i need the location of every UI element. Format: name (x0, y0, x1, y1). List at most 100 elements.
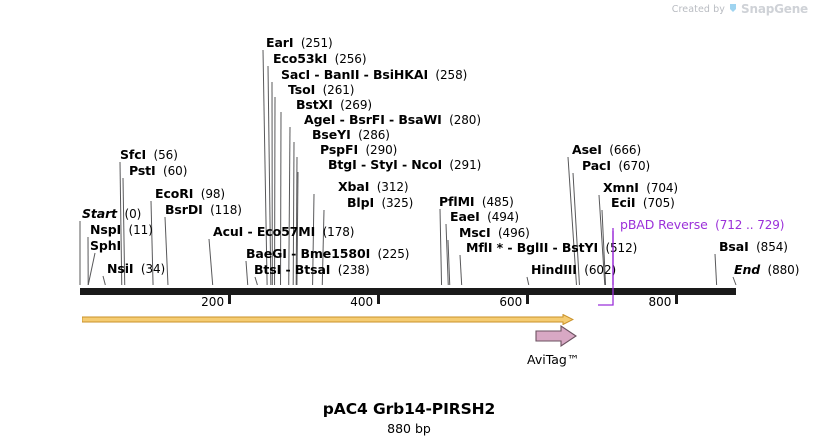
site-name: BstYI (561, 240, 599, 255)
site-name: AgeI (304, 112, 336, 127)
restriction-site-label[interactable]: PstI (60) (129, 164, 187, 178)
restriction-site-label[interactable]: BtgI - StyI - NcoI (291) (328, 158, 481, 172)
restriction-site-label[interactable]: BsrDI (118) (165, 203, 242, 217)
map-title-block: pAC4 Grb14-PIRSH2 880 bp (0, 400, 818, 436)
restriction-site-label[interactable]: MscI (496) (459, 226, 530, 240)
site-name: EarI (266, 35, 294, 50)
site-position: (854) (748, 240, 788, 254)
restriction-site-label[interactable]: SfcI (56) (120, 148, 178, 162)
restriction-site-label[interactable]: AseI (666) (572, 143, 641, 157)
site-name-separator: - (243, 224, 257, 239)
site-name: MflI * (466, 240, 504, 255)
restriction-site-label[interactable]: TsoI (261) (288, 83, 354, 97)
site-name: XmnI (603, 180, 639, 195)
restriction-site-label[interactable]: Start (0) (82, 207, 141, 221)
site-name: EcoRI (155, 186, 194, 201)
sequence-bar[interactable] (80, 288, 736, 295)
site-name-separator: - (356, 157, 371, 172)
restriction-site-label[interactable]: NsiI (34) (107, 262, 165, 276)
restriction-site-label[interactable]: PacI (670) (582, 159, 650, 173)
snapgene-logo-icon (729, 3, 737, 15)
site-position: (666) (601, 143, 642, 157)
ruler-tick (526, 295, 530, 304)
site-name-separator: - (335, 112, 349, 127)
primer-range: (712 .. 729) (707, 218, 785, 232)
site-position: (291) (442, 158, 482, 172)
primer-name: pBAD Reverse (620, 217, 708, 232)
restriction-site-label[interactable]: BseYI (286) (312, 128, 390, 142)
avitag-feature-arrow[interactable] (535, 325, 577, 347)
restriction-site-label[interactable]: NspI (11) (90, 223, 153, 237)
restriction-site-label[interactable]: PspFI (290) (320, 143, 397, 157)
restriction-site-label[interactable]: EciI (705) (611, 196, 675, 210)
site-position: (56) (146, 148, 178, 162)
site-position: (290) (358, 143, 398, 157)
restriction-site-label[interactable]: XmnI (704) (603, 181, 678, 195)
snapgene-watermark: Created by SnapGene (672, 2, 808, 16)
restriction-site-label[interactable]: BsaI (854) (719, 240, 788, 254)
site-name: BsrDI (165, 202, 203, 217)
restriction-site-label[interactable]: BtsI - BtsaI (238) (254, 263, 370, 277)
restriction-site-label[interactable]: BaeGI - Bme1580I (225) (246, 247, 409, 261)
site-position: (705) (635, 196, 675, 210)
bp-ruler: 200 400 600 800 (0, 295, 818, 311)
site-position: (11) (121, 223, 153, 237)
site-position: (258) (428, 68, 468, 82)
restriction-site-labels: Start (0) NspI (11) SphI NsiI (34) SfcI (56)… (82, 36, 799, 277)
site-name: BtsaI (294, 262, 331, 277)
restriction-site-label[interactable]: EarI (251) (266, 36, 333, 50)
site-position: (670) (610, 159, 651, 173)
site-position: (704) (638, 181, 679, 195)
ruler-tick (675, 295, 679, 304)
restriction-site-label[interactable]: EcoRI (98) (155, 187, 225, 201)
restriction-site-label[interactable]: SphI (90, 239, 121, 252)
site-name: AseI (572, 142, 602, 157)
site-position: (178) (315, 225, 355, 239)
restriction-site-label[interactable]: Eco53kI (256) (273, 51, 367, 66)
restriction-site-label[interactable]: BstXI (269) (296, 98, 372, 112)
watermark-brand: SnapGene (741, 2, 808, 16)
restriction-site-label[interactable]: SacI - BanII - BsiHKAI (258) (281, 68, 467, 82)
ruler-label: 600 (499, 295, 523, 309)
restriction-site-label[interactable]: AgeI - BsrFI - BsaWI (280) (304, 113, 481, 127)
site-name: Bme1580I (300, 246, 371, 261)
site-position: (261) (315, 83, 355, 97)
site-position: (251) (293, 36, 333, 50)
site-name-separator: - (503, 240, 517, 255)
ruler-tick (228, 295, 232, 304)
site-name: StyI (370, 157, 398, 172)
site-name: NcoI (411, 157, 442, 172)
site-name: SphI (90, 238, 122, 253)
site-position: (238) (330, 263, 370, 277)
restriction-site-label[interactable]: EaeI (494) (450, 210, 519, 224)
site-name: PstI (129, 163, 156, 178)
restriction-site-label[interactable]: XbaI (312) (338, 180, 409, 194)
restriction-site-label[interactable]: BlpI (325) (347, 196, 413, 210)
plasmid-size-label: 880 bp (387, 421, 431, 436)
restriction-site-label[interactable]: AcuI - Eco57MI (178) (213, 225, 354, 239)
site-name: BsaI (719, 239, 749, 254)
site-name: BtsI (254, 262, 282, 277)
orf-arrow[interactable] (82, 314, 574, 325)
site-name-separator: - (384, 112, 399, 127)
site-position: (34) (133, 262, 166, 276)
restriction-site-label[interactable]: PflMI (485) (439, 195, 514, 209)
site-position: (325) (374, 196, 414, 210)
site-name: Start (82, 206, 118, 221)
site-name: BsiHKAI (372, 67, 428, 82)
site-name: Eco53kI (273, 51, 328, 66)
watermark-prefix: Created by (671, 3, 726, 15)
restriction-site-label[interactable]: End (880) (734, 263, 799, 277)
site-position: (312) (369, 180, 409, 194)
sequence-bar-highlight (80, 285, 736, 288)
site-name: BstXI (296, 97, 333, 112)
site-name: BaeGI (246, 246, 287, 261)
site-position: (286) (350, 128, 390, 142)
site-name: PflMI (439, 194, 475, 209)
site-name: BlpI (347, 195, 375, 210)
site-name: Eco57MI (256, 224, 316, 239)
site-position: (880) (760, 263, 800, 277)
primer-label[interactable]: pBAD Reverse (712 .. 729) (620, 218, 784, 232)
